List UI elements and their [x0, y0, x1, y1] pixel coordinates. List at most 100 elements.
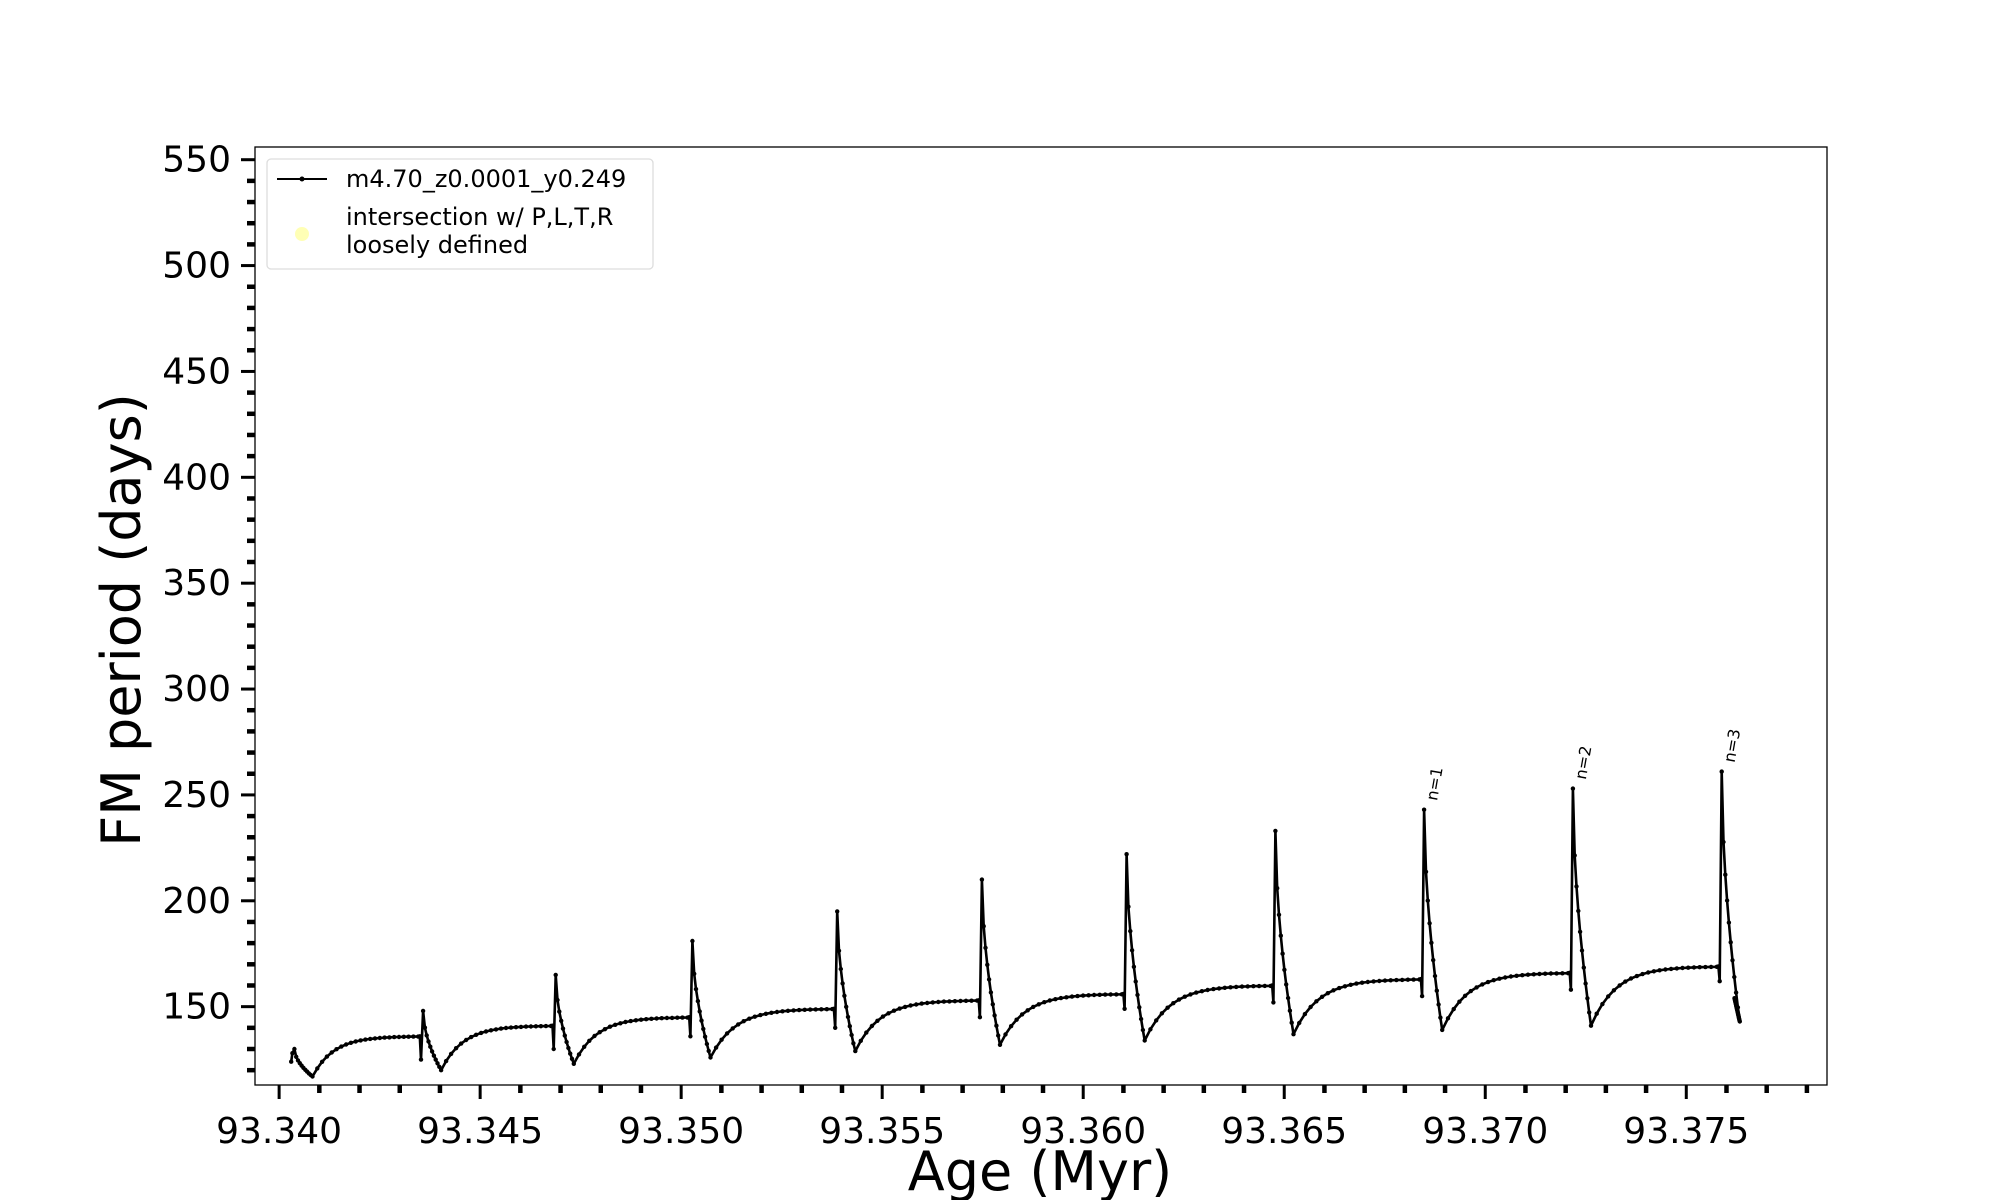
series-point: [422, 1025, 428, 1030]
series-point: [1135, 992, 1140, 998]
y-axis-ticks: 150 200 250 300 350 400 450 500 550: [162, 140, 255, 1073]
series-point: [992, 1013, 997, 1018]
series-point: [343, 1042, 349, 1047]
series-point: [406, 1034, 411, 1039]
series-point: [1285, 995, 1291, 1001]
series-point: [988, 990, 994, 995]
x-tick-label: 93.345: [417, 1111, 543, 1152]
series-point: [623, 1019, 628, 1025]
x-tick-label: 93.360: [1020, 1111, 1146, 1152]
series-point: [319, 1059, 325, 1065]
series-point: [1691, 965, 1697, 970]
series-point: [392, 1034, 397, 1040]
series-point: [315, 1066, 320, 1071]
series-point: [1314, 999, 1319, 1004]
series-point: [1302, 1011, 1308, 1017]
series-point: [1419, 993, 1425, 999]
series-point: [1663, 967, 1668, 972]
series-point: [1537, 971, 1542, 977]
series-point: [1405, 977, 1411, 982]
series-point: [473, 1032, 479, 1038]
series-point: [1194, 990, 1199, 995]
series-point: [785, 1008, 791, 1013]
series-point: [752, 1014, 757, 1019]
series-point: [1331, 988, 1336, 993]
series-point: [969, 998, 974, 1003]
legend-label-intersection: intersection w/ P,L,T,R loosely defined: [346, 203, 613, 259]
series-point: [1703, 964, 1708, 970]
series-point: [1114, 992, 1119, 997]
x-axis-label: Age (Myr): [908, 1140, 1173, 1200]
series-point: [853, 1048, 858, 1054]
series-point: [1171, 1001, 1176, 1006]
series-point: [1497, 976, 1502, 981]
series-point: [1289, 1020, 1294, 1025]
series-point: [1726, 920, 1732, 925]
series-point: [719, 1037, 724, 1042]
series-point: [1276, 912, 1282, 917]
series-point: [990, 1002, 995, 1007]
series-point: [551, 1046, 556, 1052]
y-axis-label: FM period (days): [90, 393, 153, 847]
series-point: [1308, 1004, 1313, 1010]
series-point: [758, 1012, 763, 1018]
series-point: [902, 1004, 908, 1010]
series-point: [1686, 965, 1691, 970]
series-point: [1581, 965, 1587, 970]
series-point: [463, 1037, 469, 1043]
series-point: [483, 1029, 489, 1034]
series-point: [1075, 993, 1080, 999]
series-point: [813, 1007, 818, 1012]
series-point: [1053, 997, 1058, 1002]
series-point: [690, 938, 695, 944]
series-point: [704, 1041, 710, 1047]
series-point: [1211, 986, 1216, 992]
series-point: [1485, 979, 1491, 985]
x-tick-label: 93.355: [819, 1111, 945, 1152]
series-point: [1588, 1023, 1594, 1028]
series-point: [1080, 993, 1086, 998]
series-point: [985, 962, 990, 967]
series-point: [1651, 969, 1657, 974]
series-point: [1520, 973, 1525, 978]
series-point: [706, 1048, 711, 1054]
series-point: [702, 1034, 708, 1039]
series-point: [858, 1038, 863, 1044]
series-point: [1574, 884, 1579, 889]
series-point: [428, 1044, 433, 1049]
series-point: [523, 1024, 529, 1029]
series-point: [1436, 1002, 1441, 1007]
series-point: [1457, 999, 1462, 1004]
series-point: [680, 1015, 685, 1020]
series-point: [569, 1056, 575, 1062]
series-point: [324, 1054, 330, 1059]
legend-line-dot: [299, 176, 305, 182]
series-point: [1091, 992, 1097, 998]
series-point: [453, 1046, 459, 1051]
series-point: [747, 1016, 752, 1021]
series-point: [538, 1023, 544, 1029]
series-point: [562, 1033, 567, 1038]
series-point: [363, 1037, 368, 1042]
series-point: [1674, 966, 1680, 971]
series-point: [941, 999, 947, 1004]
series-point: [1531, 972, 1537, 977]
series-point: [1124, 852, 1129, 857]
series-point: [1474, 985, 1479, 990]
series-point: [669, 1015, 675, 1021]
series-point: [1251, 984, 1256, 989]
series-point: [1525, 972, 1531, 977]
series-point: [763, 1011, 769, 1016]
series-point: [292, 1046, 297, 1052]
series-point: [1508, 974, 1514, 979]
series-point: [1543, 971, 1548, 976]
series-point: [387, 1035, 392, 1040]
series-point: [1176, 997, 1182, 1002]
series-point: [1182, 994, 1188, 999]
series-point: [1142, 1038, 1147, 1043]
series-point: [1291, 1032, 1296, 1037]
y-tick-label: 550: [162, 140, 231, 181]
series-point: [1138, 1016, 1144, 1022]
series-point: [976, 998, 981, 1003]
series-point: [802, 1007, 807, 1012]
